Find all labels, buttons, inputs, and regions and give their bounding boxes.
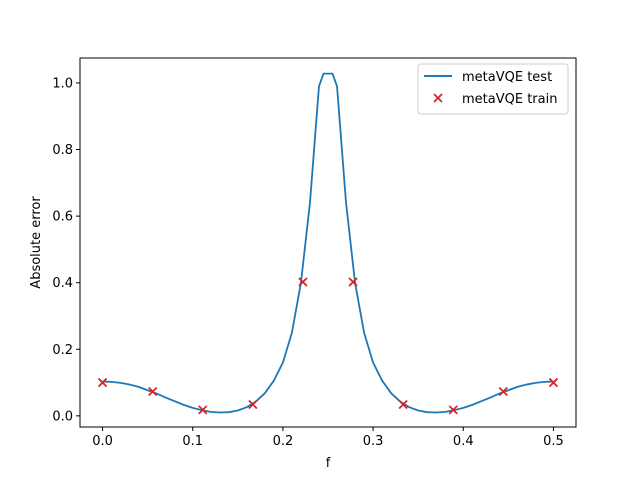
series-line-metavqe-test [102,72,554,414]
train-point [548,377,559,388]
train-point [398,399,408,410]
x-tick-label: 0.0 [92,434,113,449]
train-point [198,405,208,415]
legend-box [417,63,569,115]
x-tick-label: 0.4 [453,434,474,449]
x-tick-label: 0.1 [182,434,203,449]
y-tick-label: 0.4 [52,276,73,291]
train-point [97,377,108,388]
y-tick-label: 0.0 [52,409,73,424]
train-point [248,399,258,410]
train-point [298,277,308,287]
train-point [148,386,158,397]
y-axis-label: Absolute error [29,196,44,289]
plot-frame [79,57,577,428]
train-point [498,386,508,397]
y-tick-label: 0.6 [52,210,73,225]
x-tick-label: 0.5 [543,434,564,449]
y-tick-label: 0.2 [52,343,73,358]
y-tick-label: 1.0 [52,76,73,91]
legend-marker-swatch [433,93,443,103]
x-axis-label: f [326,456,331,471]
legend-label-train: metaVQE train [462,92,557,107]
x-tick-label: 0.2 [273,434,294,449]
legend: metaVQE test metaVQE train [417,63,569,115]
legend-label-test: metaVQE test [462,70,552,85]
y-tick-label: 0.8 [52,143,73,158]
train-point [348,277,358,287]
train-point [448,405,458,415]
x-tick-label: 0.3 [363,434,384,449]
